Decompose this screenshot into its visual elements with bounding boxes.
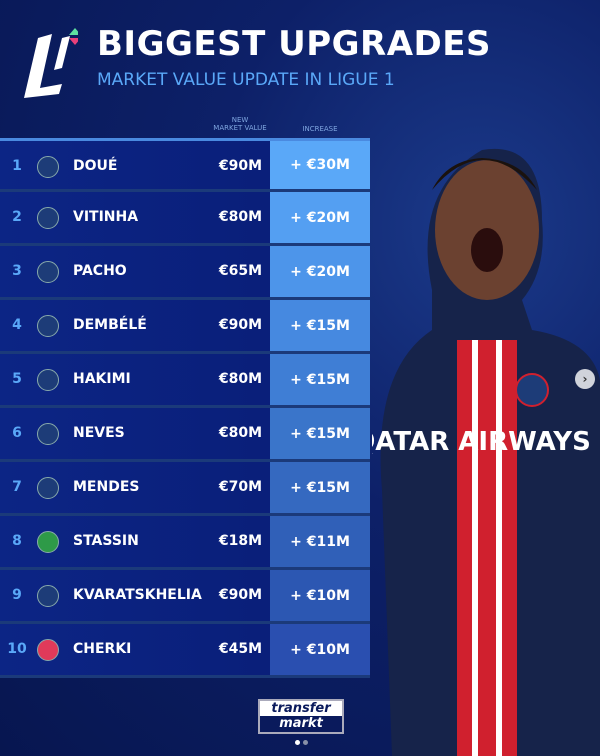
rank: 2 (12, 209, 22, 225)
carousel-next-button[interactable]: › (575, 369, 595, 389)
player-name: DEMBÉLÉ (73, 317, 147, 333)
table-row: 1 DOUÉ €90M + €30M (0, 138, 370, 192)
table-row: 10 CHERKI €45M + €10M (0, 624, 370, 678)
table-row: 9 KVARATSKHELIA €90M + €10M (0, 570, 370, 624)
club-crest-icon (37, 423, 59, 445)
increase-value: + €10M (270, 570, 370, 621)
player-photo: QATAR AIRWAYS (372, 148, 600, 756)
column-header-new-market-value: NEW MARKET VALUE (213, 116, 267, 132)
player-name: DOUÉ (73, 158, 118, 174)
club-crest-icon (37, 531, 59, 553)
increase-value: + €20M (270, 192, 370, 243)
page-title: BIGGEST UPGRADES (97, 24, 491, 64)
market-value: €80M (218, 371, 262, 387)
club-crest-icon (37, 477, 59, 499)
club-crest-icon (37, 585, 59, 607)
market-value: €90M (218, 317, 262, 333)
player-name: KVARATSKHELIA (73, 587, 202, 603)
increase-value: + €10M (270, 624, 370, 675)
increase-value: + €15M (270, 408, 370, 459)
rank: 4 (12, 317, 22, 333)
market-value: €18M (218, 533, 262, 549)
increase-value: + €20M (270, 246, 370, 297)
market-value: €90M (218, 587, 262, 603)
rank: 6 (12, 425, 22, 441)
market-value: €45M (218, 641, 262, 657)
table-row: 4 DEMBÉLÉ €90M + €15M (0, 300, 370, 354)
market-value: €90M (218, 158, 262, 174)
rank: 1 (12, 158, 22, 174)
market-value: €70M (218, 479, 262, 495)
club-crest-icon (37, 639, 59, 661)
player-name: MENDES (73, 479, 140, 495)
ligue-1-logo (24, 28, 78, 98)
club-crest-icon (37, 207, 59, 229)
player-name: HAKIMI (73, 371, 131, 387)
market-value: €80M (218, 425, 262, 441)
player-name: STASSIN (73, 533, 139, 549)
table-row: 7 MENDES €70M + €15M (0, 462, 370, 516)
club-crest-icon (37, 261, 59, 283)
increase-value: + €15M (270, 462, 370, 513)
carousel-dot-active[interactable] (295, 740, 300, 745)
brand-bottom: markt (260, 716, 342, 732)
rankings-table: 1 DOUÉ €90M + €30M 2 VITINHA €80M + €20M 3… (0, 138, 370, 678)
rank: 10 (7, 641, 27, 657)
sponsor-text: QATAR AIRWAYS (372, 427, 591, 457)
player-name: VITINHA (73, 209, 139, 225)
increase-value: + €15M (270, 354, 370, 405)
table-row: 5 HAKIMI €80M + €15M (0, 354, 370, 408)
rank: 9 (12, 587, 22, 603)
brand-top: transfer (271, 701, 331, 716)
club-crest-icon (37, 315, 59, 337)
increase-value: + €30M (270, 141, 370, 189)
club-crest-icon (37, 156, 59, 178)
player-name: PACHO (73, 263, 127, 279)
carousel-dot[interactable] (303, 740, 308, 745)
table-row: 8 STASSIN €18M + €11M (0, 516, 370, 570)
club-crest-icon (37, 369, 59, 391)
rank: 7 (12, 479, 22, 495)
rank: 3 (12, 263, 22, 279)
player-name: CHERKI (73, 641, 132, 657)
rank: 5 (12, 371, 22, 387)
table-row: 2 VITINHA €80M + €20M (0, 192, 370, 246)
transfermarkt-logo: transfer markt (258, 699, 344, 734)
rank: 8 (12, 533, 22, 549)
increase-value: + €11M (270, 516, 370, 567)
page-subtitle: MARKET VALUE UPDATE IN LIGUE 1 (97, 70, 395, 90)
table-row: 6 NEVES €80M + €15M (0, 408, 370, 462)
player-name: NEVES (73, 425, 125, 441)
market-value: €65M (218, 263, 262, 279)
column-header-increase: INCREASE (302, 125, 338, 133)
market-value: €80M (218, 209, 262, 225)
increase-value: + €15M (270, 300, 370, 351)
table-row: 3 PACHO €65M + €20M (0, 246, 370, 300)
